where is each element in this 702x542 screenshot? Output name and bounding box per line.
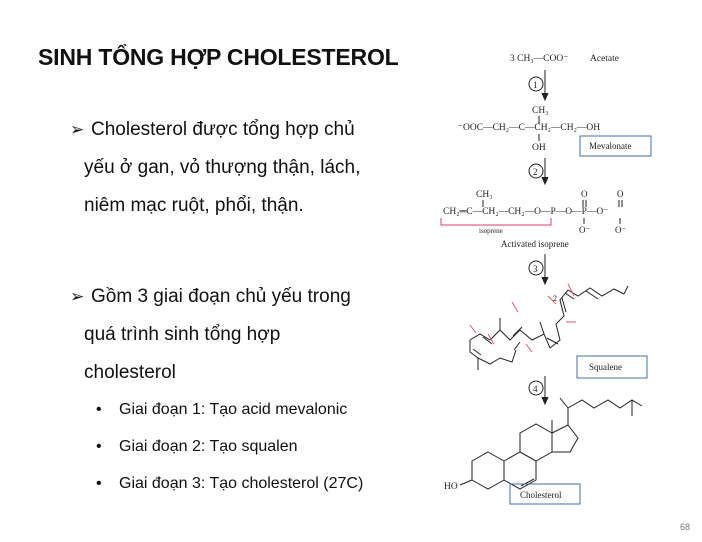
cholesterol-ho-bond xyxy=(459,479,473,486)
step-3-arrowhead xyxy=(541,276,549,286)
arrow-bullet-icon: ➢ xyxy=(70,287,85,306)
bullet-dot-icon: • xyxy=(96,475,102,492)
slide-title: SINH TỔNG HỢP CHOLESTEROL xyxy=(38,44,399,70)
squalene-structure xyxy=(469,285,629,370)
page-number: 68 xyxy=(679,522,690,532)
isoprene-o-right: O xyxy=(617,189,624,199)
step-3-number: 3 xyxy=(533,264,538,274)
arrow-bullet-icon: ➢ xyxy=(70,120,85,139)
phosphate-2-o-minus: O⁻ xyxy=(615,225,626,235)
isoprene-brace-label: isoprene xyxy=(479,227,503,235)
sub-item-3-text: Giai đoạn 3: Tạo cholesterol (27C) xyxy=(119,475,364,492)
step-4-number: 4 xyxy=(533,384,538,394)
step-2-number: 2 xyxy=(533,167,538,177)
bullet-1-line-2: yếu ở gan, vỏ thượng thận, lách, xyxy=(84,157,361,178)
phosphate-1-o-minus: O⁻ xyxy=(579,225,590,235)
squalene-cut-marks xyxy=(469,283,576,353)
acetate-formula: 3 CH₃—COO⁻ xyxy=(510,54,568,64)
step-1-number: 1 xyxy=(533,80,538,90)
mevalonate-chain: ⁻OOC—CH₂—C—CH₂—CH₂—OH xyxy=(458,123,600,133)
step-1-circle xyxy=(528,76,544,92)
isoprene-chain: CH₂═C—CH₂—CH₂—O—P—O—P—O⁻ xyxy=(443,207,608,217)
mevalonate-oh: OH xyxy=(532,143,546,153)
step-4-circle xyxy=(528,380,544,396)
bullet-2-line-1: Gồm 3 giai đoạn chủ yếu trong xyxy=(91,286,351,307)
step-1-arrowhead xyxy=(541,92,549,102)
isoprene-o-left: O xyxy=(581,189,588,199)
sub-item-1: • Giai đoạn 1: Tạo acid mevalonic xyxy=(96,391,347,428)
cholesterol-label: Cholesterol xyxy=(520,490,562,500)
step-2-arrowhead xyxy=(541,176,549,186)
bullet-2-line-3: cholesterol xyxy=(84,362,176,383)
activated-isoprene-label: Activated isoprene xyxy=(501,239,569,249)
step-2-circle xyxy=(528,163,544,179)
bullet-dot-icon: • xyxy=(96,401,102,418)
bullet-2: ➢ Gồm 3 giai đoạn chủ yếu trong quá trìn… xyxy=(70,278,351,392)
step-3-circle xyxy=(528,260,544,276)
sub-item-3: • Giai đoạn 3: Tạo cholesterol (27C) xyxy=(96,465,363,502)
bullet-1-line-1: Cholesterol được tổng hợp chủ xyxy=(91,119,355,140)
mevalonate-methyl: CH₃ xyxy=(532,106,549,116)
cholesterol-ho: HO xyxy=(444,482,458,492)
squalene-label: Squalene xyxy=(589,362,622,372)
sub-item-2: • Giai đoạn 2: Tạo squalen xyxy=(96,428,298,465)
squalene-locant: 2 xyxy=(553,294,557,303)
sub-item-2-text: Giai đoạn 2: Tạo squalen xyxy=(119,438,298,455)
bullet-2-line-2: quá trình sinh tổng hợp xyxy=(84,324,281,345)
bullet-dot-icon: • xyxy=(96,438,102,455)
sub-item-1-text: Giai đoạn 1: Tạo acid mevalonic xyxy=(119,401,348,418)
step-4-arrowhead xyxy=(541,396,549,406)
cholesterol-label-box xyxy=(509,483,581,505)
mevalonate-label-box xyxy=(579,135,652,157)
mevalonate-label: Mevalonate xyxy=(589,141,631,151)
squalene-label-box xyxy=(576,355,648,379)
isoprene-brace xyxy=(440,218,552,226)
bullet-1: ➢ Cholesterol được tổng hợp chủ yếu ở ga… xyxy=(70,111,360,225)
cholesterol-structure xyxy=(471,397,643,490)
bullet-1-line-3: niêm mạc ruột, phổi, thận. xyxy=(84,195,304,216)
acetate-label: Acetate xyxy=(590,54,619,64)
isoprene-methyl: CH₃ xyxy=(476,190,493,200)
